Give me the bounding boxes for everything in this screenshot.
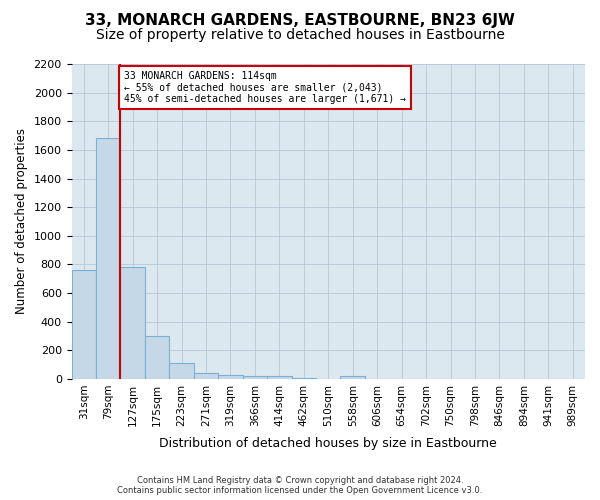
- X-axis label: Distribution of detached houses by size in Eastbourne: Distribution of detached houses by size …: [160, 437, 497, 450]
- Text: Contains HM Land Registry data © Crown copyright and database right 2024.
Contai: Contains HM Land Registry data © Crown c…: [118, 476, 482, 495]
- Bar: [340, 376, 365, 379]
- Bar: [145, 336, 169, 379]
- Text: Size of property relative to detached houses in Eastbourne: Size of property relative to detached ho…: [95, 28, 505, 42]
- Text: 33, MONARCH GARDENS, EASTBOURNE, BN23 6JW: 33, MONARCH GARDENS, EASTBOURNE, BN23 6J…: [85, 12, 515, 28]
- Bar: [267, 376, 292, 379]
- Bar: [96, 138, 121, 379]
- Bar: [218, 374, 242, 379]
- Y-axis label: Number of detached properties: Number of detached properties: [15, 128, 28, 314]
- Bar: [194, 373, 218, 379]
- Bar: [121, 268, 145, 379]
- Bar: [292, 378, 316, 379]
- Text: 33 MONARCH GARDENS: 114sqm
← 55% of detached houses are smaller (2,043)
45% of s: 33 MONARCH GARDENS: 114sqm ← 55% of deta…: [124, 71, 406, 104]
- Bar: [169, 363, 194, 379]
- Bar: [71, 270, 96, 379]
- Bar: [242, 376, 267, 379]
